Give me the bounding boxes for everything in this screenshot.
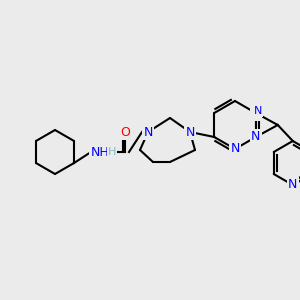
Text: N: N — [254, 106, 262, 116]
Text: N: N — [288, 178, 298, 191]
Text: O: O — [120, 125, 130, 139]
Text: H: H — [108, 147, 116, 157]
Text: NH: NH — [91, 146, 110, 158]
Text: N: N — [143, 125, 153, 139]
Text: N: N — [230, 142, 240, 155]
Text: N: N — [251, 130, 260, 143]
Text: N: N — [251, 106, 260, 119]
Text: N: N — [185, 125, 195, 139]
